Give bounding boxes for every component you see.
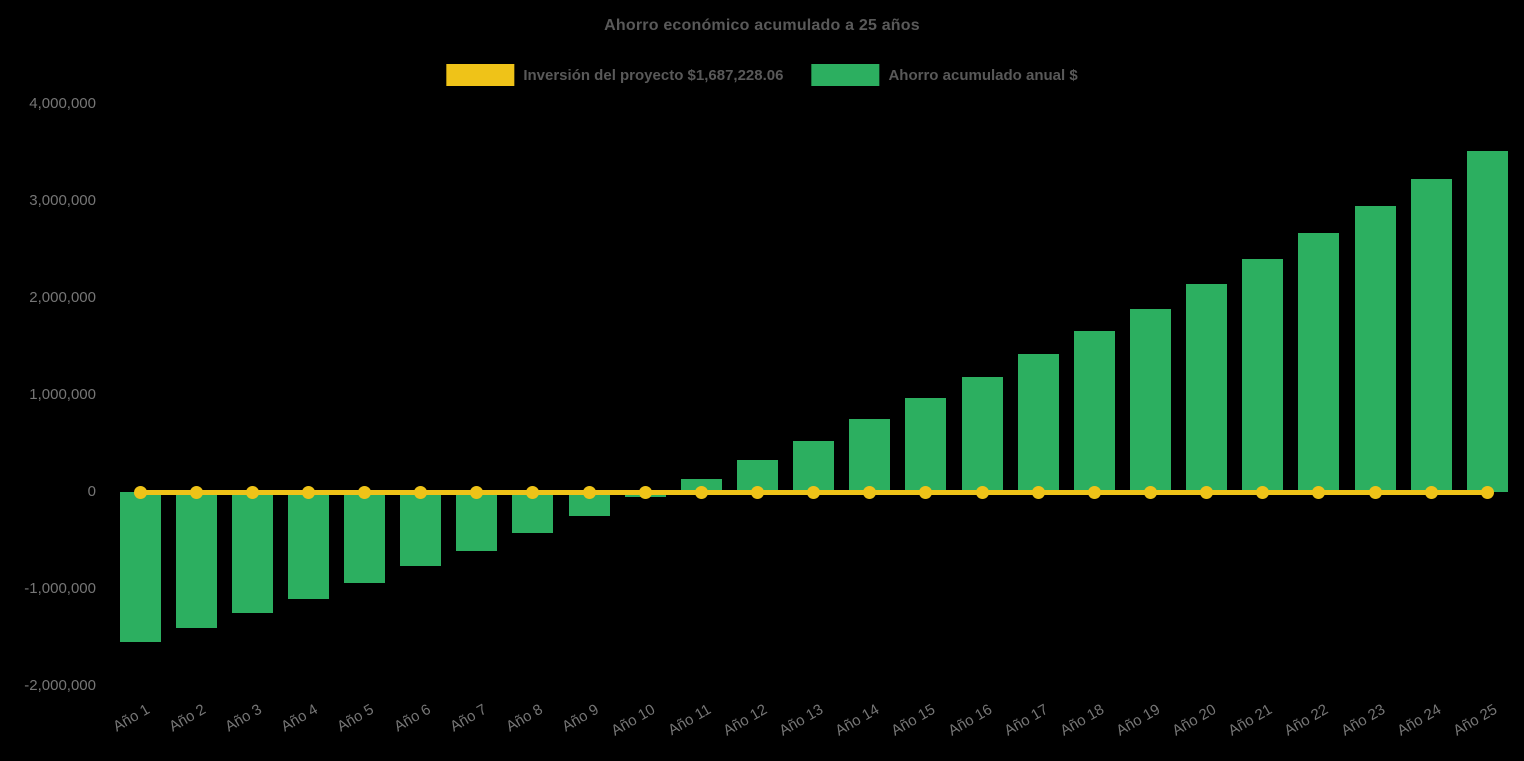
- legend: Inversión del proyecto $1,687,228.06 Aho…: [446, 64, 1078, 86]
- x-axis-tick-label: Año 1: [110, 701, 153, 736]
- x-axis-tick-label: Año 15: [888, 701, 939, 740]
- line-marker: [189, 485, 203, 499]
- x-axis-tick-label: Año 12: [720, 701, 771, 740]
- x-axis-tick-label: Año 7: [446, 701, 490, 736]
- bar-año-13: [793, 441, 835, 492]
- legend-item-savings: Ahorro acumulado anual $: [811, 64, 1078, 86]
- x-axis-tick-label: Año 21: [1225, 701, 1276, 740]
- x-axis-tick-label: Año 17: [1001, 701, 1051, 740]
- x-axis-tick-label: Año 4: [278, 701, 321, 736]
- bar-año-5: [344, 492, 386, 584]
- bar-año-1: [119, 492, 161, 642]
- line-marker: [1087, 485, 1101, 499]
- line-marker: [638, 485, 652, 499]
- line-marker: [414, 485, 428, 499]
- x-axis-tick-label: Año 25: [1450, 701, 1500, 740]
- bar-año-22: [1298, 233, 1340, 492]
- bar-año-2: [175, 492, 217, 629]
- y-axis-tick-label: -1,000,000: [24, 580, 96, 597]
- line-marker: [1480, 485, 1494, 499]
- x-axis-tick-label: Año 20: [1169, 701, 1220, 740]
- line-marker: [526, 485, 540, 499]
- bar-año-7: [456, 492, 498, 552]
- investment-legend-label: Inversión del proyecto $1,687,228.06: [523, 66, 784, 84]
- line-marker: [301, 485, 315, 499]
- bar-año-24: [1410, 179, 1452, 492]
- bar-año-4: [287, 492, 329, 600]
- bar-año-17: [1017, 354, 1059, 492]
- x-axis-tick-label: Año 3: [222, 701, 265, 736]
- x-axis-tick-label: Año 13: [776, 701, 827, 740]
- line-marker: [582, 485, 596, 499]
- bar-año-11: [680, 478, 722, 492]
- x-axis-tick-label: Año 23: [1337, 701, 1388, 740]
- x-axis-tick-label: Año 8: [503, 701, 546, 736]
- x-axis-tick-label: Año 5: [334, 701, 378, 736]
- bar-año-20: [1186, 284, 1228, 492]
- line-marker: [919, 485, 933, 499]
- x-axis-tick-label: Año 18: [1057, 701, 1107, 740]
- line-marker: [245, 485, 259, 499]
- y-axis-tick-label: 3,000,000: [29, 192, 96, 209]
- x-axis-tick-label: Año 22: [1281, 701, 1332, 740]
- y-axis-tick-label: -2,000,000: [24, 677, 96, 694]
- y-axis-tick-label: 1,000,000: [29, 386, 96, 403]
- bar-año-9: [568, 492, 610, 516]
- bar-año-3: [231, 492, 273, 614]
- line-marker: [751, 485, 765, 499]
- bar-año-14: [849, 419, 891, 492]
- bar-año-23: [1354, 206, 1396, 492]
- bar-año-25: [1466, 151, 1508, 492]
- line-marker: [1256, 485, 1270, 499]
- line-marker: [1312, 485, 1326, 499]
- x-axis-tick-label: Año 2: [166, 701, 209, 736]
- y-axis-tick-label: 2,000,000: [29, 289, 96, 306]
- line-marker: [358, 485, 372, 499]
- line-marker: [1031, 485, 1045, 499]
- line-marker: [863, 485, 877, 499]
- bar-año-19: [1130, 308, 1172, 492]
- line-marker: [133, 485, 147, 499]
- savings-swatch: [811, 64, 880, 86]
- x-axis-tick-label: Año 24: [1394, 701, 1444, 740]
- investment-swatch: [446, 64, 515, 86]
- line-marker: [1144, 485, 1158, 499]
- x-axis-tick-label: Año 16: [944, 701, 995, 740]
- x-axis-tick-label: Año 6: [390, 701, 434, 736]
- y-axis-tick-label: 4,000,000: [29, 95, 96, 112]
- bar-año-6: [400, 492, 442, 566]
- line-marker: [694, 485, 708, 499]
- line-marker: [807, 485, 821, 499]
- line-marker: [975, 485, 989, 499]
- line-marker: [470, 485, 484, 499]
- x-axis-tick-label: Año 9: [559, 701, 602, 736]
- line-marker: [1424, 485, 1438, 499]
- bar-año-16: [961, 376, 1003, 492]
- bar-año-15: [905, 398, 947, 492]
- legend-item-investment: Inversión del proyecto $1,687,228.06: [446, 64, 783, 86]
- line-marker: [1368, 485, 1382, 499]
- bar-año-8: [512, 492, 554, 534]
- x-axis-tick-label: Año 11: [665, 701, 714, 739]
- x-axis-tick-label: Año 19: [1113, 701, 1164, 740]
- bar-año-21: [1242, 259, 1284, 492]
- line-marker: [1200, 485, 1214, 499]
- bar-año-18: [1073, 330, 1115, 492]
- savings-legend-label: Ahorro acumulado anual $: [888, 66, 1078, 84]
- chart-title: Ahorro económico acumulado a 25 años: [604, 17, 920, 34]
- x-axis-tick-label: Año 10: [608, 701, 658, 740]
- y-axis-tick-label: 0: [87, 483, 96, 500]
- x-axis-tick-label: Año 14: [832, 701, 883, 740]
